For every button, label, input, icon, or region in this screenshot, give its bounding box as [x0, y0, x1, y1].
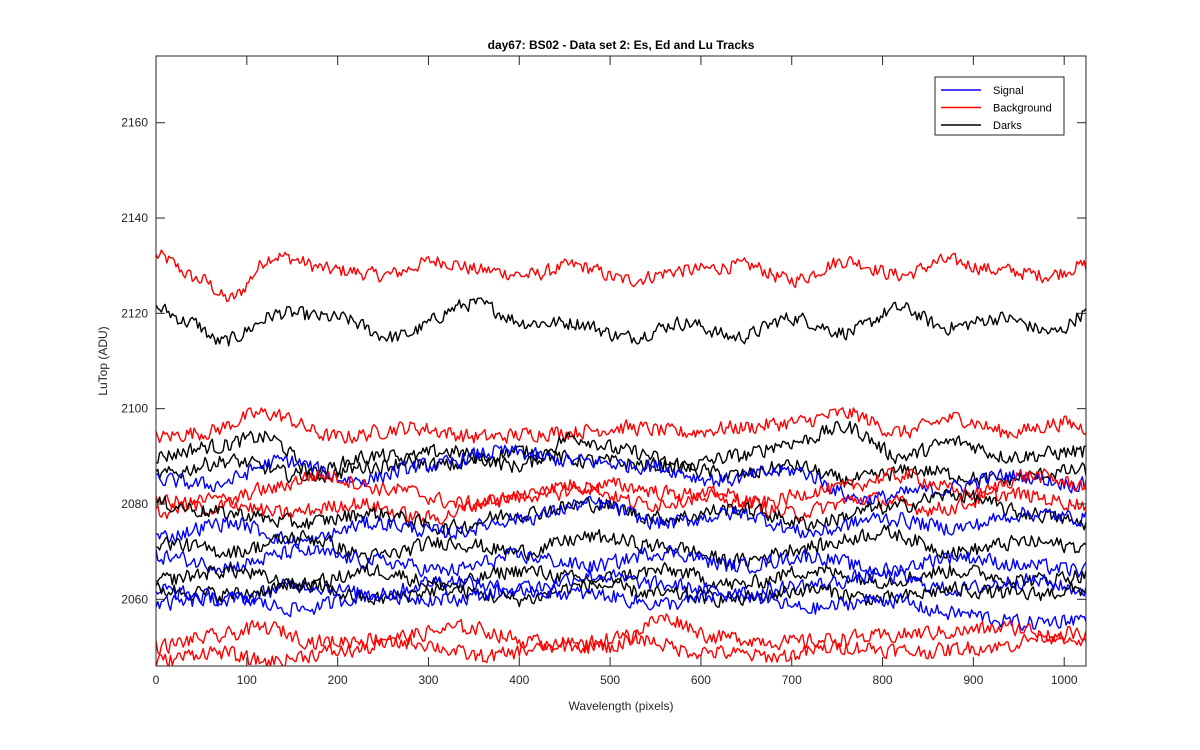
series-line-7 — [156, 467, 1086, 517]
x-tick-label: 1000 — [1051, 673, 1078, 687]
chart-title: day67: BS02 - Data set 2: Es, Ed and Lu … — [488, 38, 755, 52]
x-tick-label: 800 — [873, 673, 893, 687]
series-line-18 — [156, 625, 1086, 666]
y-tick-label: 2100 — [121, 402, 148, 416]
x-tick-label: 900 — [963, 673, 983, 687]
x-tick-label: 300 — [418, 673, 438, 687]
x-axis: 0 100 200 300 400 500 600 700 800 900 1000 — [153, 56, 1078, 687]
series-line-11 — [156, 524, 1086, 569]
series-line-12 — [156, 543, 1086, 578]
y-tick-label: 2140 — [121, 211, 148, 225]
y-tick-label: 2160 — [121, 116, 148, 130]
series-line-3 — [156, 407, 1086, 444]
legend-label: Signal — [993, 85, 1024, 97]
x-tick-label: 400 — [509, 673, 529, 687]
x-tick-label: 500 — [600, 673, 620, 687]
series-line-5 — [156, 445, 1086, 488]
legend-label: Darks — [993, 120, 1022, 132]
legend: Signal Background Darks — [934, 76, 1065, 136]
series-line-17 — [156, 613, 1086, 656]
x-axis-title: Wavelength (pixels) — [569, 699, 674, 713]
y-axis-title: LuTop (ADU) — [96, 326, 110, 395]
legend-label: Background — [993, 103, 1052, 115]
y-tick-label: 2080 — [121, 497, 148, 511]
y-axis: 2060 2080 2100 2120 2140 2160 — [121, 116, 1086, 606]
series-line-10 — [156, 495, 1086, 549]
series-line-8 — [156, 479, 1086, 525]
plot-frame — [155, 55, 1087, 667]
series-line-1 — [156, 249, 1086, 303]
series-layer — [156, 249, 1086, 666]
x-tick-label: 600 — [691, 673, 711, 687]
x-tick-label: 100 — [237, 673, 257, 687]
y-tick-label: 2120 — [121, 306, 148, 320]
series-line-15 — [156, 577, 1086, 608]
series-line-14 — [156, 567, 1086, 607]
series-line-16 — [156, 580, 1086, 632]
x-tick-label: 700 — [782, 673, 802, 687]
series-line-2 — [156, 297, 1086, 347]
y-tick-label: 2060 — [121, 592, 148, 606]
x-tick-label: 200 — [328, 673, 348, 687]
x-tick-label: 0 — [153, 673, 160, 687]
